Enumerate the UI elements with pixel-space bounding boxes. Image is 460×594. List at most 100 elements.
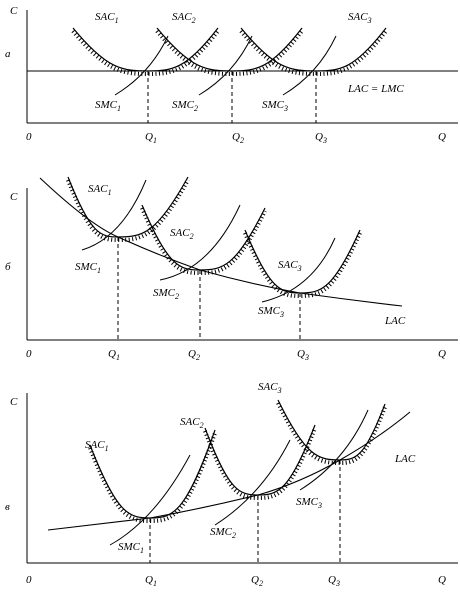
q-label: Q1: [145, 574, 157, 588]
sac-hatching: [88, 432, 217, 524]
sac-label-main: SAC: [95, 11, 115, 23]
smc-label-main: SMC: [153, 287, 176, 299]
q-label-main: Q: [315, 131, 323, 143]
sac-label: SAC1: [85, 439, 109, 453]
smc-label-main: SMC: [258, 305, 281, 317]
sac-label-main: SAC: [278, 259, 298, 271]
sac-label-sub: 1: [108, 188, 112, 197]
sac-label: SAC2: [180, 416, 204, 430]
sac-curve: [244, 229, 361, 294]
smc-curve: [81, 179, 147, 251]
sac-label-sub: 3: [297, 264, 302, 273]
smc-label-main: SMC: [118, 541, 141, 553]
smc-label-sub: 3: [283, 104, 288, 113]
q-label-sub: 3: [335, 579, 340, 588]
smc-label: SMC2: [153, 287, 179, 301]
sac-label: SAC2: [170, 227, 194, 241]
q-label-main: Q: [232, 131, 240, 143]
lac-label: LAC: [394, 453, 416, 465]
y-axis-label: C: [10, 396, 18, 408]
lac-label: LAC = LMC: [347, 83, 404, 95]
q-label-sub: 1: [153, 579, 157, 588]
sac-label-main: SAC: [258, 381, 278, 393]
smc-label: SMC1: [95, 99, 121, 113]
lac-label: LAC: [384, 315, 406, 327]
smc-curve: [198, 35, 253, 96]
smc-label-main: SMC: [95, 99, 118, 111]
smc-label-main: SMC: [296, 496, 319, 508]
smc-curve: [109, 454, 191, 546]
sac-label: SAC2: [172, 11, 196, 25]
q-label-main: Q: [297, 348, 305, 360]
sac-label-sub: 3: [367, 16, 372, 25]
sac-label-sub: 2: [190, 232, 194, 241]
smc-label-main: SMC: [262, 99, 285, 111]
sac-hatching: [276, 402, 387, 466]
smc-label-sub: 2: [232, 531, 236, 540]
sac-curve: [240, 27, 387, 72]
sac-label-main: SAC: [348, 11, 368, 23]
sac-label-sub: 2: [200, 421, 204, 430]
q-label-main: Q: [145, 574, 153, 586]
sac-curve: [277, 399, 386, 461]
y-axis-label: C: [10, 191, 18, 203]
origin-label: 0: [26, 348, 32, 360]
smc-label-main: SMC: [210, 526, 233, 538]
sac-label-sub: 2: [192, 16, 196, 25]
sac-curve: [141, 204, 266, 271]
q-label: Q2: [251, 574, 263, 588]
sac-label: SAC3: [278, 259, 302, 273]
smc-curve: [114, 35, 169, 96]
q-label-main: Q: [188, 348, 196, 360]
q-label: Q2: [188, 348, 200, 362]
x-axis-label: Q: [438, 574, 446, 586]
lac-curve: [47, 411, 411, 531]
smc-label: SMC2: [210, 526, 236, 540]
sac-label: SAC1: [95, 11, 119, 25]
q-label-main: Q: [251, 574, 259, 586]
x-axis-label: Q: [438, 131, 446, 143]
smc-curve: [261, 237, 336, 303]
sac-label-main: SAC: [172, 11, 192, 23]
panel-marker: б: [5, 261, 11, 273]
sac-hatching: [243, 232, 362, 299]
origin-label: 0: [26, 574, 32, 586]
sac-hatching: [239, 29, 388, 77]
smc-curve: [299, 409, 369, 491]
q-label: Q1: [108, 348, 120, 362]
smc-label: SMC3: [262, 99, 288, 113]
sac-label-main: SAC: [170, 227, 190, 239]
sac-label-sub: 3: [277, 386, 282, 395]
smc-label: SMC3: [296, 496, 322, 510]
x-axis-label: Q: [438, 348, 446, 360]
smc-label: SMC3: [258, 305, 284, 319]
origin-label: 0: [26, 131, 32, 143]
q-label-sub: 2: [196, 353, 200, 362]
q-label: Q1: [145, 131, 157, 145]
sac-label: SAC3: [348, 11, 372, 25]
q-label-sub: 3: [322, 136, 327, 145]
sac-label: SAC1: [88, 183, 112, 197]
panel-marker: а: [5, 48, 11, 60]
q-label-main: Q: [328, 574, 336, 586]
panel-marker: в: [5, 501, 10, 513]
q-label-main: Q: [108, 348, 116, 360]
sac-label-main: SAC: [180, 416, 200, 428]
sac-hatching: [155, 29, 304, 77]
y-axis-label: C: [10, 5, 18, 17]
sac-label-sub: 1: [105, 444, 109, 453]
q-label-sub: 1: [116, 353, 120, 362]
q-label: Q3: [297, 348, 309, 362]
q-label: Q3: [328, 574, 340, 588]
q-label-sub: 2: [259, 579, 263, 588]
smc-label-sub: 1: [97, 266, 101, 275]
smc-label-sub: 3: [279, 310, 284, 319]
smc-label-sub: 3: [317, 501, 322, 510]
smc-label-sub: 2: [194, 104, 198, 113]
q-label-sub: 2: [240, 136, 244, 145]
sac-label: SAC3: [258, 381, 282, 395]
sac-hatching: [71, 29, 220, 77]
q-label-main: Q: [145, 131, 153, 143]
sac-label-main: SAC: [85, 439, 105, 451]
